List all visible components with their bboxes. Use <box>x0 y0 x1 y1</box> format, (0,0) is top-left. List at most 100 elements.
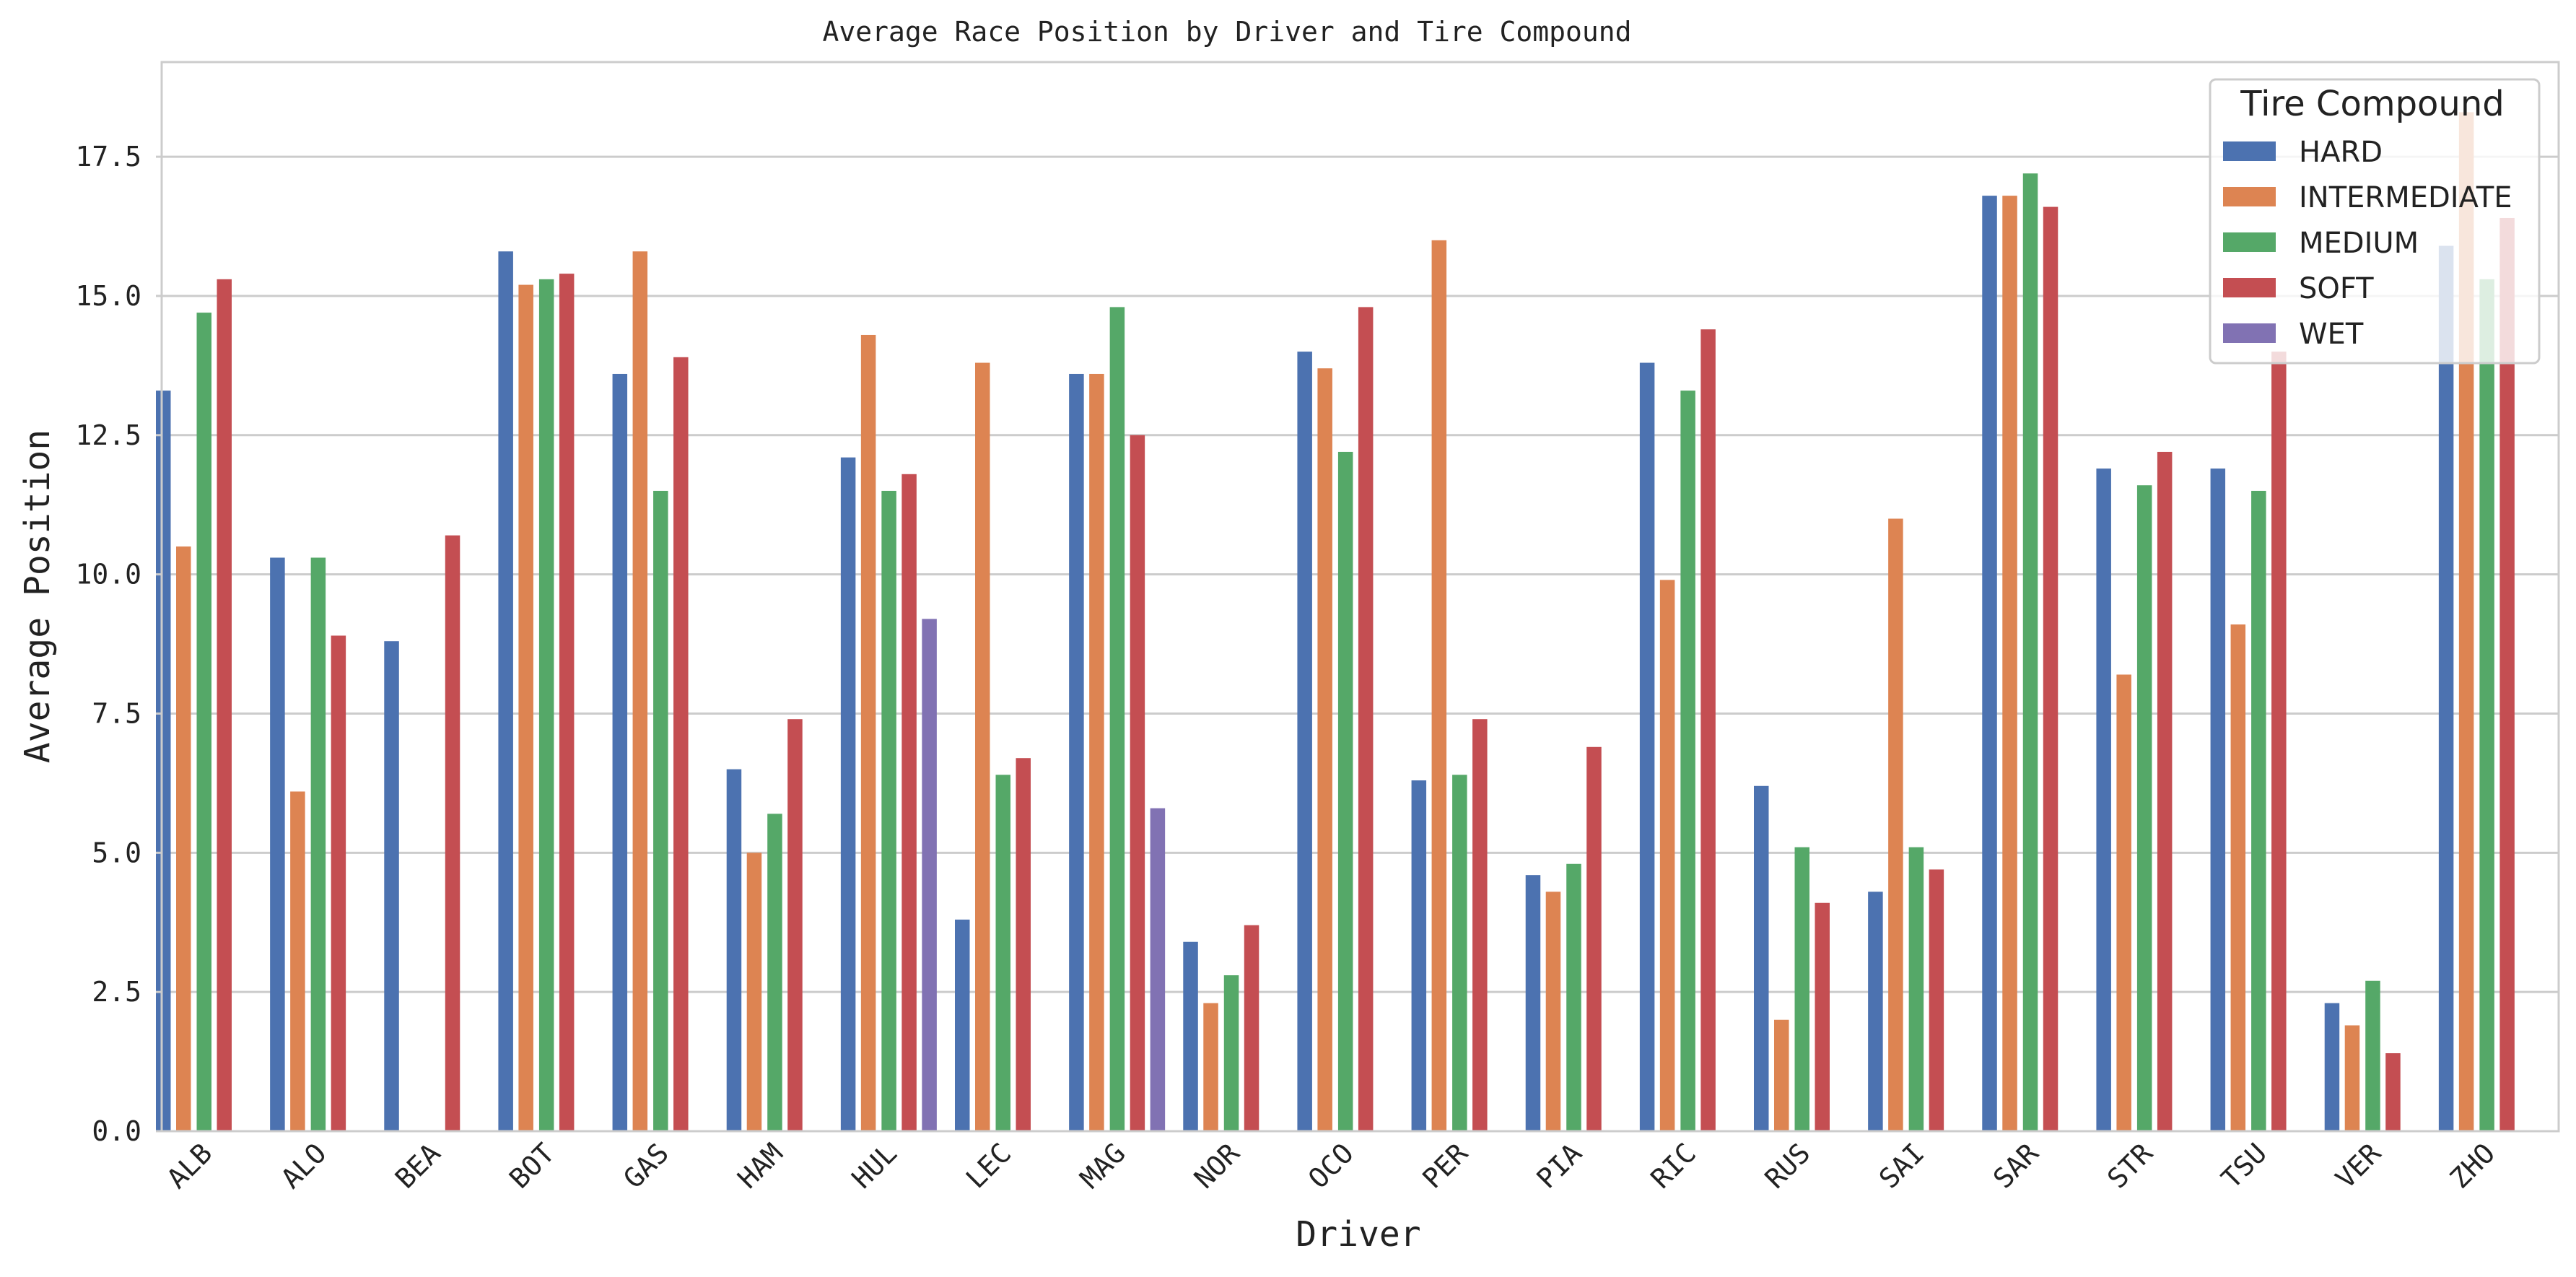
bar-sai-hard <box>1868 892 1883 1131</box>
bar-zho-medium <box>2479 279 2494 1131</box>
bar-zho-hard <box>2438 245 2454 1131</box>
bar-mag-medium <box>1109 307 1125 1131</box>
bar-ham-hard <box>726 769 742 1131</box>
bar-bot-soft <box>559 274 575 1131</box>
y-tick-label: 0.0 <box>92 1115 141 1147</box>
legend-swatch-wet <box>2223 323 2276 343</box>
bar-tsu-soft <box>2271 352 2287 1132</box>
bar-sai-soft <box>1929 869 1944 1131</box>
legend-swatch-hard <box>2223 141 2276 161</box>
bar-pia-intermediate <box>1545 892 1561 1131</box>
bar-ric-medium <box>1680 391 1695 1132</box>
bar-oco-medium <box>1337 451 1353 1131</box>
bar-alo-intermediate <box>290 791 305 1131</box>
bar-per-hard <box>1411 780 1427 1131</box>
bar-ver-medium <box>2365 980 2380 1131</box>
bar-alb-hard <box>156 391 171 1132</box>
legend-label-medium: MEDIUM <box>2299 227 2419 260</box>
bar-sar-soft <box>2043 206 2058 1131</box>
bar-nor-hard <box>1183 941 1198 1131</box>
bar-lec-hard <box>955 919 970 1131</box>
bar-pia-hard <box>1525 875 1541 1131</box>
bar-per-intermediate <box>1431 240 1447 1131</box>
y-axis-title: Average Position <box>17 430 58 763</box>
bar-alo-soft <box>331 635 346 1131</box>
legend-swatch-soft <box>2223 278 2276 297</box>
bar-per-soft <box>1472 719 1488 1131</box>
bar-lec-soft <box>1016 758 1031 1131</box>
legend-label-soft: SOFT <box>2299 272 2374 305</box>
bar-gas-intermediate <box>632 251 648 1132</box>
bar-bot-hard <box>498 251 513 1132</box>
bar-sar-intermediate <box>2002 196 2017 1131</box>
bar-str-medium <box>2136 485 2152 1131</box>
bar-oco-hard <box>1297 352 1312 1132</box>
bar-str-intermediate <box>2116 674 2131 1131</box>
bar-alb-intermediate <box>176 546 191 1131</box>
bar-ham-medium <box>767 814 782 1131</box>
legend-label-wet: WET <box>2299 318 2364 351</box>
bar-str-hard <box>2096 468 2111 1131</box>
legend-swatch-intermediate <box>2223 187 2276 206</box>
bar-hul-wet <box>922 619 937 1131</box>
bar-hul-hard <box>840 457 856 1131</box>
bar-pia-medium <box>1566 863 1581 1131</box>
legend-items: HARD INTERMEDIATE MEDIUM SOFT WET <box>2223 136 2512 351</box>
bar-nor-soft <box>1244 925 1259 1131</box>
bar-sai-intermediate <box>1888 518 1903 1131</box>
legend-title: Tire Compound <box>2240 84 2504 124</box>
bar-ver-intermediate <box>2344 1025 2360 1131</box>
y-tick-label: 17.5 <box>75 141 141 173</box>
bar-nor-intermediate <box>1203 1003 1218 1131</box>
bar-sar-hard <box>1982 196 1997 1131</box>
bar-zho-soft <box>2499 217 2515 1132</box>
chart-title: Average Race Position by Driver and Tire… <box>822 16 1631 48</box>
bar-bea-soft <box>445 535 460 1131</box>
bar-rus-medium <box>1794 847 1809 1131</box>
bar-ric-intermediate <box>1659 580 1675 1131</box>
legend: Tire Compound HARD INTERMEDIATE MEDIUM SOFT… <box>2209 78 2541 365</box>
bar-tsu-intermediate <box>2230 624 2246 1131</box>
bar-gas-soft <box>673 357 689 1131</box>
bar-gas-medium <box>653 490 668 1131</box>
y-tick-label: 12.5 <box>75 419 141 451</box>
bar-alb-soft <box>217 279 232 1131</box>
bar-zho-intermediate <box>2458 112 2474 1131</box>
bar-bot-intermediate <box>518 284 533 1132</box>
bar-ric-soft <box>1700 329 1716 1131</box>
y-tick-label: 15.0 <box>75 280 141 312</box>
bar-rus-intermediate <box>1774 1019 1789 1131</box>
bar-rus-soft <box>1815 902 1830 1131</box>
bar-ver-soft <box>2385 1053 2401 1131</box>
bar-oco-intermediate <box>1317 368 1332 1132</box>
bar-oco-soft <box>1358 307 1374 1131</box>
y-tick-label: 2.5 <box>92 976 141 1008</box>
bar-mag-intermediate <box>1089 373 1104 1132</box>
bar-mag-hard <box>1069 373 1084 1132</box>
legend-box <box>2209 78 2541 365</box>
bar-ham-soft <box>787 719 803 1131</box>
bar-tsu-hard <box>2210 468 2226 1131</box>
legend-swatch-medium <box>2223 232 2276 252</box>
bar-tsu-medium <box>2251 490 2266 1131</box>
plot-frame <box>160 61 2560 1133</box>
bar-hul-intermediate <box>860 334 876 1132</box>
bar-pia-soft <box>1586 746 1602 1131</box>
y-tick-label: 7.5 <box>92 697 141 729</box>
bar-bot-medium <box>538 279 554 1131</box>
x-axis-title: Driver <box>1296 1214 1420 1255</box>
bar-hul-medium <box>881 490 896 1131</box>
y-axis-ticks: 0.0 2.5 5.0 7.5 10.0 12.5 15.0 17.5 <box>75 141 162 1147</box>
bar-mag-soft <box>1130 435 1145 1131</box>
bar-str-soft <box>2157 451 2173 1131</box>
bar-sai-medium <box>1908 847 1924 1131</box>
bar-lec-intermediate <box>975 362 990 1131</box>
y-tick-label: 10.0 <box>75 559 141 590</box>
bar-rus-hard <box>1754 785 1769 1131</box>
legend-label-intermediate: INTERMEDIATE <box>2299 181 2512 214</box>
bar-ham-intermediate <box>746 853 762 1131</box>
bar-mag-wet <box>1150 808 1166 1131</box>
bar-bea-hard <box>384 641 399 1131</box>
